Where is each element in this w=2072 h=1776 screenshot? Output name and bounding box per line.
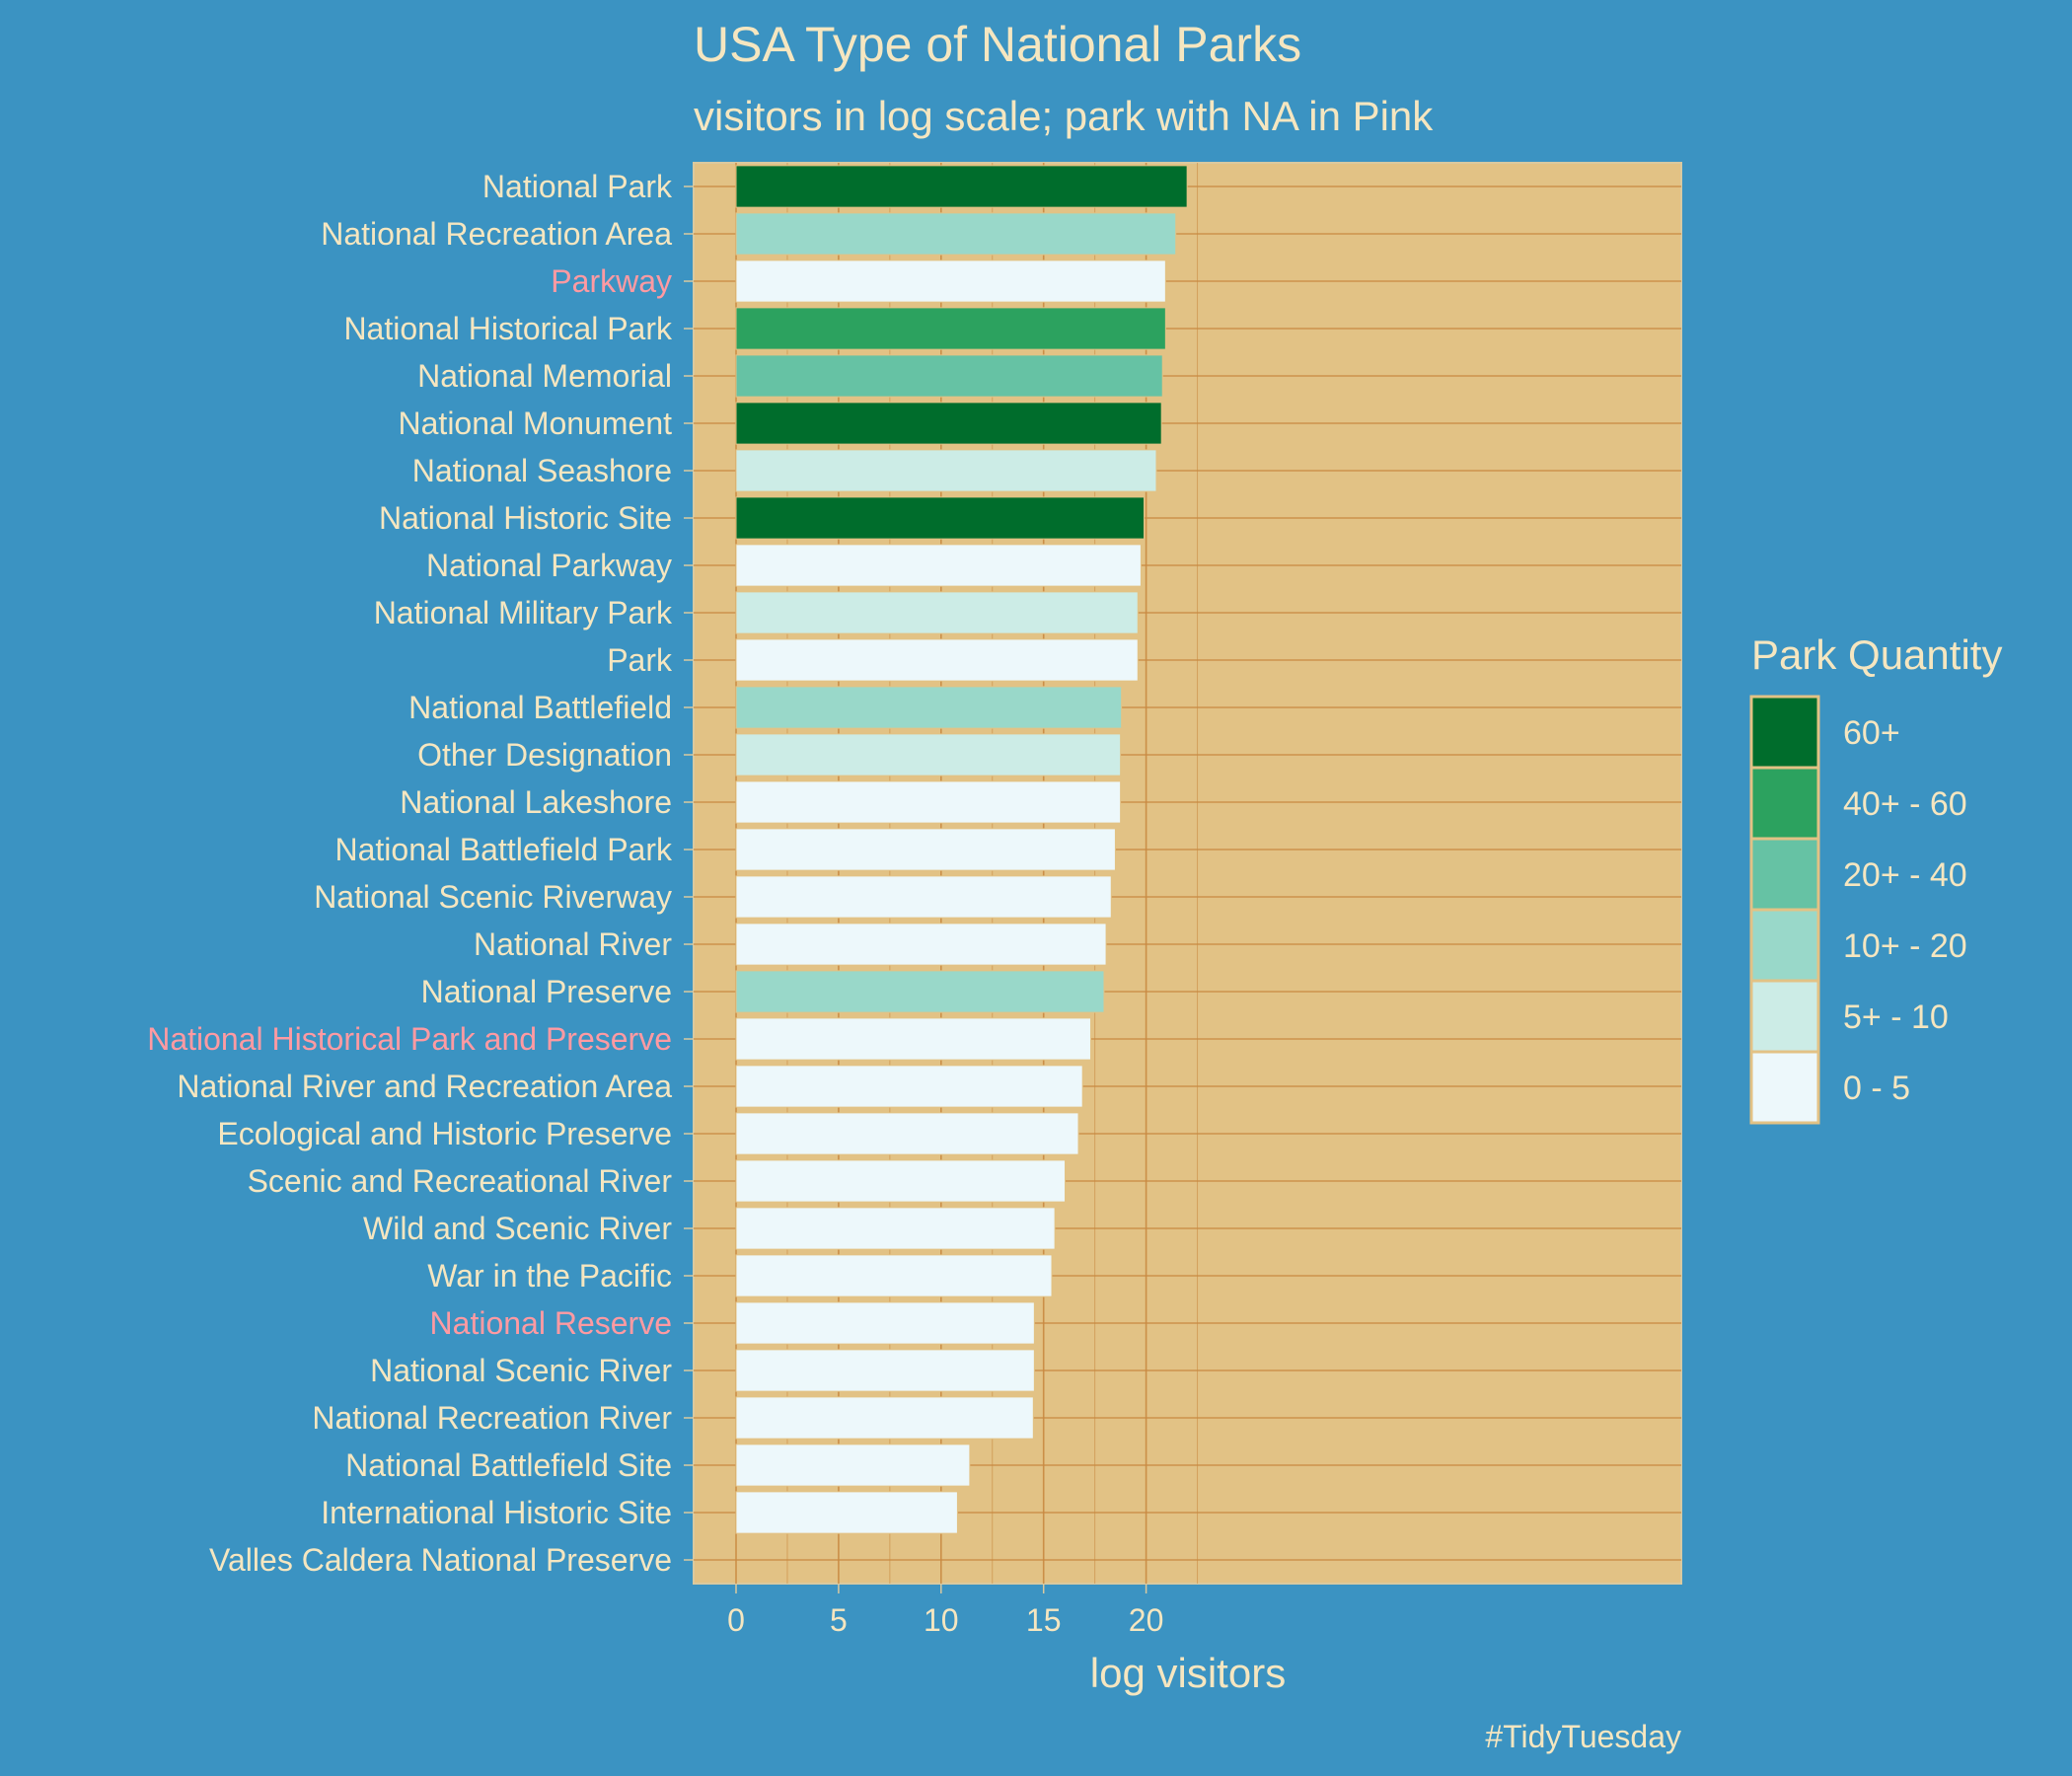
bar (735, 212, 1177, 256)
category-label: National Park (482, 169, 673, 204)
bar (735, 591, 1139, 634)
legend-swatch (1749, 695, 1820, 770)
category-label: National Memorial (417, 358, 672, 394)
bar (735, 1159, 1067, 1203)
category-label: War in the Pacific (427, 1258, 672, 1294)
bar (735, 1207, 1056, 1250)
category-label: National Historical Park (343, 311, 673, 346)
category-label: National Recreation River (312, 1400, 672, 1436)
category-label: National Battlefield Site (345, 1447, 672, 1483)
category-label: Ecological and Historic Preserve (217, 1116, 672, 1151)
x-tick-label: 10 (924, 1602, 959, 1638)
bar (735, 1112, 1079, 1155)
legend-label: 40+ - 60 (1843, 785, 1967, 823)
legend-swatch (1749, 766, 1820, 841)
bar (735, 496, 1146, 540)
legend-label: 60+ (1843, 714, 1900, 752)
panel-background (693, 162, 1682, 1585)
legend: Park Quantity 60+ 40+ - 60 20+ - 40 10+ - 2… (1749, 631, 2002, 1125)
bar (735, 970, 1105, 1013)
category-label: National Scenic Riverway (314, 879, 672, 915)
bar (735, 259, 1166, 303)
bar (735, 165, 1188, 208)
bar (735, 354, 1163, 398)
category-label: National Battlefield (408, 690, 672, 725)
bar (735, 1491, 958, 1534)
category-label: National Seashore (412, 453, 672, 488)
plot-panel (693, 162, 1682, 1585)
chart-subtitle: visitors in log scale; park with NA in P… (694, 93, 1434, 139)
x-axis-title: log visitors (1090, 1650, 1286, 1696)
category-label: National Reserve (430, 1305, 672, 1341)
category-label: National Monument (399, 406, 673, 441)
legend-label: 5+ - 10 (1843, 999, 1949, 1036)
x-tick-label: 5 (830, 1602, 848, 1638)
category-label: National Recreation Area (321, 216, 672, 252)
bar (735, 1065, 1083, 1108)
bar (735, 1017, 1091, 1061)
chart-title: USA Type of National Parks (694, 17, 1301, 72)
category-label: National Battlefield Park (334, 832, 673, 867)
bar (735, 449, 1157, 492)
bar (735, 638, 1139, 682)
bar (735, 402, 1162, 445)
category-label: National Scenic River (370, 1353, 672, 1388)
legend-label: 20+ - 40 (1843, 856, 1967, 894)
x-tick-label: 15 (1026, 1602, 1062, 1638)
legend-label: 10+ - 20 (1843, 927, 1967, 965)
bar (735, 1396, 1034, 1440)
bar (735, 875, 1112, 919)
bar (735, 1443, 971, 1487)
x-tick-label: 0 (727, 1602, 745, 1638)
category-label: National Parkway (426, 548, 672, 583)
legend-swatch (1749, 908, 1820, 983)
category-label: National River and Recreation Area (177, 1069, 672, 1104)
category-label: National Historic Site (379, 500, 672, 536)
legend-swatch (1749, 1050, 1820, 1125)
category-label: National River (474, 926, 672, 962)
bar (735, 828, 1116, 871)
category-label: International Historic Site (321, 1495, 672, 1530)
bar (735, 733, 1122, 777)
caption: #TidyTuesday (1485, 1719, 1681, 1754)
category-label: Park (607, 642, 673, 678)
bar (735, 923, 1107, 966)
category-label: National Historical Park and Preserve (147, 1021, 672, 1057)
category-label: Other Designation (417, 737, 672, 773)
legend-swatch (1749, 979, 1820, 1054)
category-label: Parkway (551, 263, 672, 299)
bar (735, 544, 1142, 587)
bar (735, 1301, 1035, 1345)
category-labels: National Park National Recreation Area Par… (147, 169, 694, 1578)
bar (735, 1349, 1035, 1392)
bar (735, 686, 1123, 729)
x-axis: 0 5 10 15 20 (727, 1584, 1163, 1638)
category-label: Wild and Scenic River (363, 1211, 672, 1246)
x-tick-label: 20 (1129, 1602, 1164, 1638)
category-label: Valles Caldera National Preserve (209, 1542, 672, 1578)
category-label: National Preserve (421, 974, 672, 1009)
category-label: Scenic and Recreational River (248, 1163, 673, 1199)
legend-title: Park Quantity (1751, 631, 2002, 678)
bar (735, 780, 1122, 824)
bar (735, 1254, 1053, 1297)
legend-swatch (1749, 837, 1820, 912)
legend-label: 0 - 5 (1843, 1070, 1910, 1107)
bar (735, 307, 1166, 350)
category-label: National Military Park (374, 595, 673, 630)
category-label: National Lakeshore (400, 784, 672, 820)
